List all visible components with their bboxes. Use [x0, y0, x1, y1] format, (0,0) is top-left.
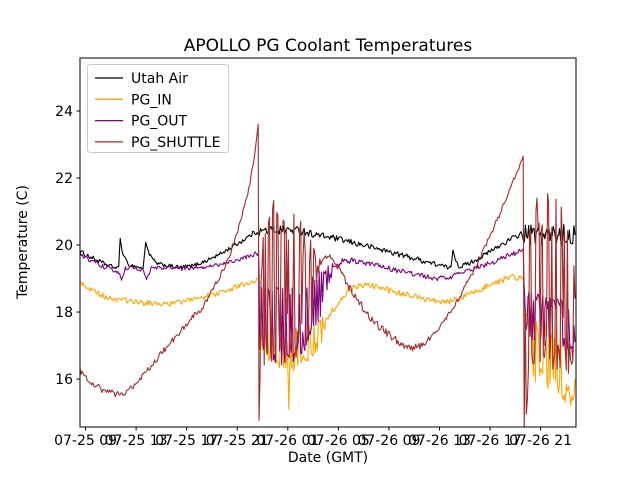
x-tick-label: 07-26 01	[256, 433, 319, 449]
x-tick-label: 07-26 17	[459, 433, 522, 449]
series-line-pg-in	[80, 274, 576, 410]
x-tick-label: 07-25 13	[105, 433, 168, 449]
y-tick-label: 20	[55, 238, 73, 254]
chart-title: APOLLO PG Coolant Temperatures	[184, 36, 473, 56]
series-line-utah-air	[80, 223, 576, 270]
x-tick-label: 07-25 17	[155, 433, 218, 449]
x-tick-label: 07-25 09	[54, 433, 117, 449]
legend-label: Utah Air	[131, 71, 188, 87]
plot-series	[80, 123, 576, 427]
legend-label: PG_IN	[131, 92, 172, 108]
series-line-pg-shuttle	[80, 123, 576, 427]
y-tick-label: 24	[55, 104, 73, 120]
x-tick-label: 07-25 21	[206, 433, 269, 449]
x-axis-label: Date (GMT)	[288, 450, 368, 466]
y-tick-label: 18	[55, 305, 73, 321]
legend-label: PG_OUT	[131, 114, 188, 130]
x-tick-label: 07-26 05	[307, 433, 370, 449]
x-tick-label: 07-26 21	[509, 433, 572, 449]
plot-frame	[79, 57, 577, 428]
y-axis-ticks: 16 18 20 22 24	[55, 104, 80, 388]
y-tick-label: 22	[55, 171, 73, 187]
x-tick-label: 07-26 13	[408, 433, 471, 449]
y-axis-label: Temperature (C)	[15, 185, 31, 300]
series-line-pg-out	[80, 248, 576, 366]
legend-box	[87, 64, 229, 153]
legend-label: PG_SHUTTLE	[131, 135, 220, 151]
x-tick-label: 07-26 09	[357, 433, 420, 449]
legend: Utah Air PG_IN PG_OUT PG_SHUTTLE	[87, 64, 229, 153]
y-tick-label: 16	[55, 372, 73, 388]
